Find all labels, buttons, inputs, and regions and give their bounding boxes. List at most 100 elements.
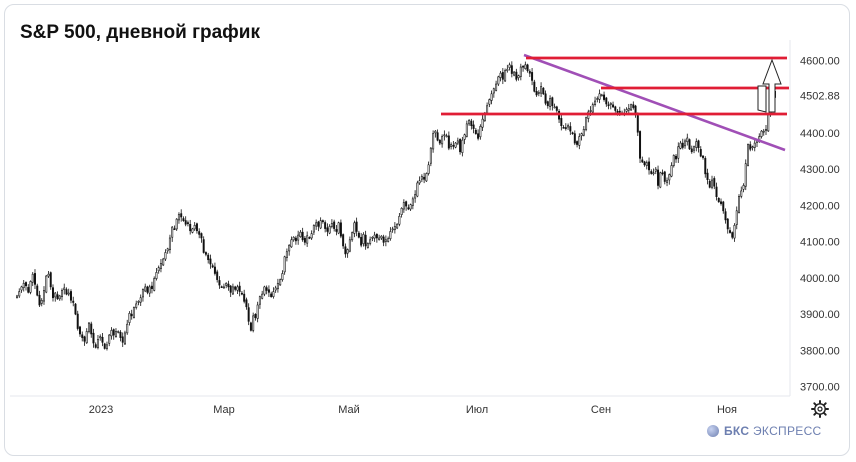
candle [90,321,93,338]
candle [364,230,367,250]
candle [672,154,675,168]
candle [632,101,635,110]
candle [396,223,399,230]
candle [335,225,338,236]
candle [508,62,511,71]
candle [738,194,740,214]
candle [549,95,552,111]
candle [121,332,124,348]
candle [567,123,570,130]
candle [517,74,520,81]
candle [540,82,543,97]
candle [204,251,207,257]
candle [36,283,39,297]
candle [110,327,113,340]
candle [551,96,554,111]
candle [155,268,158,281]
candle [213,262,216,276]
candle [22,280,25,292]
candle [693,145,696,154]
bks-express-logo: БКС ЭКСПРЕСС [707,424,822,438]
candle [168,234,171,254]
candle [164,249,167,261]
candle [258,295,261,309]
candle [162,257,165,267]
candle [135,300,138,310]
y-tick-label: 4200.00 [800,200,840,212]
candle [634,104,637,118]
candle [688,138,691,150]
candle [330,219,333,229]
candle [733,223,736,242]
settings-gear-icon[interactable] [811,400,829,418]
candle [537,90,540,97]
candle [132,306,135,319]
candle [418,176,421,185]
candle [735,206,738,230]
candle [472,120,475,134]
y-tick-label: 3900.00 [800,309,840,321]
candle [679,140,682,150]
candle [382,234,385,247]
candle [402,199,405,213]
candle [423,172,426,184]
candle [650,169,653,175]
bks-logo-text: БКС ЭКСПРЕСС [724,424,822,438]
candle [141,288,144,302]
candle [360,232,363,248]
candle [578,133,581,150]
candle [452,140,455,150]
candle [225,282,228,289]
candle [270,291,273,298]
candle [380,235,383,240]
candle [722,200,725,214]
candle [139,294,142,306]
candle [443,130,446,141]
candle [351,231,354,242]
candle [544,90,547,106]
candle [564,123,567,131]
candle [231,283,234,295]
candle [474,128,477,135]
candle [128,311,131,326]
candle [459,138,462,155]
arrow-small-icon [757,85,767,113]
candle [301,227,304,242]
candle [731,231,734,240]
candle [450,142,453,150]
candle [499,71,502,82]
candle [753,139,756,152]
candle [42,286,45,305]
candle [378,234,381,241]
candle [249,321,252,332]
candle [182,216,185,222]
candle [468,119,471,126]
candle [598,89,601,104]
y-tick-label: 4100.00 [800,237,840,249]
candle [706,168,709,185]
candle [400,207,403,218]
candle [375,233,378,243]
candle [605,96,608,107]
candle [585,116,588,132]
candle [429,147,432,167]
candle [654,166,657,175]
candle [72,296,75,307]
candle [294,235,297,245]
candle [18,288,21,298]
candle [510,61,513,78]
candle [108,333,111,347]
candle [407,204,410,211]
candle [558,109,561,123]
candle [218,276,221,289]
candle [312,224,315,235]
candle [317,220,320,232]
candle [319,217,322,230]
candle [63,283,66,295]
candle [713,176,716,190]
y-tick-label: 3700.00 [800,382,840,394]
candle [409,203,412,211]
candle [193,222,196,231]
candle [740,186,743,199]
